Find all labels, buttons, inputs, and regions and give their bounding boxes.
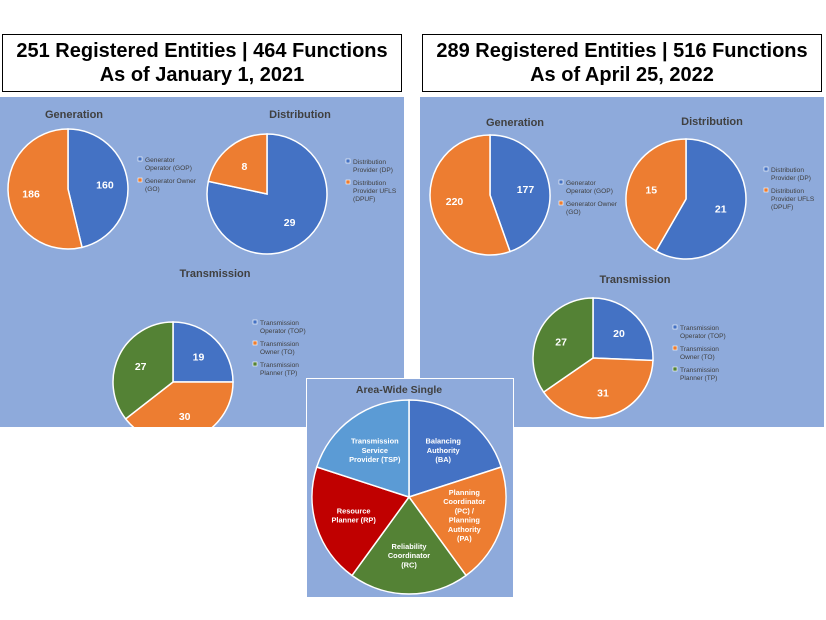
- panel-2022-charts: Generation 177 220 Generator Operator (GOP) G…: [429, 116, 815, 419]
- 2021-transmission-slice-transmission-planner-tp: [112, 321, 174, 420]
- area-wide-label-reliability-coordinator-rc: Reliability Coordinator (RC): [388, 542, 430, 569]
- 2021-transmission-legend-swatch-transmission-owner-to: [252, 340, 258, 346]
- 2021-distribution-legend-distribution-provider-ufls-dpuf: Distribution Provider UFLS (DPUF): [353, 180, 397, 203]
- 2021-generation-legend-generator-operator-gop: Generator Operator (GOP): [145, 157, 192, 172]
- 2021-distribution-label-distribution-provider-dp: 29: [284, 217, 296, 229]
- panel-2021: Generation 160 186 Generator Operator (GOP) G…: [0, 97, 404, 427]
- 2022-transmission-legend-transmission-owner-to: Transmission Owner (TO): [680, 346, 719, 361]
- header-2022: 289 Registered Entities | 516 Functions …: [422, 34, 822, 92]
- 2022-transmission-legend-transmission-planner-tp: Transmission Planner (TP): [680, 367, 719, 382]
- 2022-generation-legend-generator-operator-gop: Generator Operator (GOP): [566, 180, 613, 195]
- 2021-generation-legend-generator-owner-go: Generator Owner (GO): [145, 178, 197, 193]
- header-2022-line2: As of April 25, 2022: [530, 64, 714, 86]
- 2022-distribution-legend-distribution-provider-ufls-dpuf: Distribution Provider UFLS (DPUF): [771, 188, 815, 211]
- 2022-transmission-legend-transmission-operator-top: Transmission Operator (TOP): [680, 325, 726, 340]
- 2021-distribution-slice-distribution-provider-ufls-dpuf: [207, 133, 268, 195]
- 2021-generation-label-generator-operator-gop: 160: [96, 180, 114, 192]
- 2021-generation-legend-swatch-generator-owner-go: [137, 177, 143, 183]
- 2021-transmission-label-transmission-owner-to: 30: [179, 411, 191, 423]
- 2021-distribution-legend-swatch-distribution-provider-dp: [345, 158, 351, 164]
- 2021-distribution-legend-distribution-provider-dp: Distribution Provider (DP): [353, 159, 393, 174]
- 2021-transmission-legend-transmission-operator-top: Transmission Operator (TOP): [260, 320, 306, 335]
- 2021-transmission-label-transmission-operator-top: 19: [193, 352, 205, 364]
- panel-area-wide: Area-Wide Single Balancing Authority (BA) Pl…: [306, 378, 514, 598]
- 2021-generation-legend-swatch-generator-operator-gop: [137, 156, 143, 162]
- header-2022-line1: 289 Registered Entities | 516 Functions: [436, 40, 808, 62]
- 2022-transmission-slice-transmission-operator-top: [592, 297, 654, 362]
- 2021-generation-label-generator-owner-go: 186: [22, 188, 40, 200]
- panel-2022: Generation 177 220 Generator Operator (GOP) G…: [420, 97, 824, 427]
- 2022-generation-legend-swatch-generator-operator-gop: [558, 179, 564, 185]
- 2022-distribution-legend-distribution-provider-dp: Distribution Provider (DP): [771, 167, 811, 182]
- 2021-transmission-legend-swatch-transmission-operator-top: [252, 319, 258, 325]
- 2022-distribution-label-distribution-provider-dp: 21: [715, 203, 727, 215]
- 2021-transmission-legend-swatch-transmission-planner-tp: [252, 361, 258, 367]
- 2022-transmission-label-transmission-operator-top: 20: [613, 328, 625, 340]
- 2022-generation-legend-swatch-generator-owner-go: [558, 200, 564, 206]
- 2021-transmission-title: Transmission: [180, 268, 251, 280]
- area-wide-slice-balancing-authority-ba: [408, 399, 503, 499]
- 2022-transmission-title: Transmission: [600, 274, 671, 286]
- 2022-distribution-slice-distribution-provider-ufls-dpuf: [625, 138, 687, 252]
- 2022-transmission-slice-transmission-owner-to: [542, 357, 654, 419]
- 2022-transmission-legend-swatch-transmission-planner-tp: [672, 366, 678, 372]
- 2022-generation-slice-generator-operator-gop: [489, 134, 551, 253]
- area-wide-title: Area-Wide Single: [356, 384, 442, 396]
- 2021-distribution-label-distribution-provider-ufls-dpuf: 8: [241, 161, 247, 173]
- 2021-transmission-slice-transmission-owner-to: [124, 381, 234, 427]
- 2021-generation-slice-generator-owner-go: [7, 128, 83, 250]
- 2021-distribution-legend-swatch-distribution-provider-ufls-dpuf: [345, 179, 351, 185]
- area-wide-chart: Area-Wide Single Balancing Authority (BA) Pl…: [311, 384, 507, 595]
- header-2021-line1: 251 Registered Entities | 464 Functions: [16, 40, 388, 62]
- header-2021-line2: As of January 1, 2021: [99, 64, 305, 86]
- area-wide-slice-planning-coordinator-pc-planning-authority-pa: [407, 466, 507, 577]
- 2022-transmission-label-transmission-planner-tp: 27: [555, 336, 567, 348]
- 2022-generation-legend-generator-owner-go: Generator Owner (GO): [566, 201, 618, 216]
- 2022-transmission-legend-swatch-transmission-operator-top: [672, 324, 678, 330]
- 2021-transmission-slice-transmission-operator-top: [172, 321, 234, 383]
- 2021-transmission-legend-transmission-planner-tp: Transmission Planner (TP): [260, 362, 299, 377]
- 2021-distribution-title: Distribution: [269, 109, 331, 121]
- 2022-generation-slice-generator-owner-go: [429, 134, 511, 256]
- area-wide-label-balancing-authority-ba: Balancing Authority (BA): [426, 437, 462, 464]
- 2021-generation-title: Generation: [45, 109, 103, 121]
- area-wide-slice-resource-planner-rp: [311, 466, 411, 577]
- 2022-distribution-slice-distribution-provider-dp: [654, 138, 747, 260]
- 2021-transmission-legend-transmission-owner-to: Transmission Owner (TO): [260, 341, 299, 356]
- 2021-generation-slice-generator-operator-gop: [67, 128, 129, 249]
- 2022-transmission-label-transmission-owner-to: 31: [597, 388, 609, 400]
- 2022-generation-title: Generation: [486, 117, 544, 129]
- 2022-distribution-legend-swatch-distribution-provider-dp: [763, 166, 769, 172]
- area-wide-slice-transmission-service-provider-tsp: [315, 399, 410, 499]
- area-wide-slice-reliability-coordinator-rc: [350, 495, 468, 595]
- panel-2021-charts: Generation 160 186 Generator Operator (GOP) G…: [7, 109, 397, 427]
- header-2021: 251 Registered Entities | 464 Functions …: [2, 34, 402, 92]
- 2022-transmission-legend-swatch-transmission-owner-to: [672, 345, 678, 351]
- 2022-distribution-title: Distribution: [681, 116, 743, 128]
- 2022-transmission-slice-transmission-planner-tp: [532, 297, 594, 394]
- area-wide-label-planning-coordinator-pc-planning-authority-pa: Planning Coordinator (PC) / Planning Authori…: [443, 488, 485, 543]
- 2022-distribution-legend-swatch-distribution-provider-ufls-dpuf: [763, 187, 769, 193]
- 2021-transmission-label-transmission-planner-tp: 27: [135, 361, 147, 373]
- area-wide-label-transmission-service-provider-tsp: Transmission Service Provider (TSP): [349, 437, 401, 464]
- 2022-generation-label-generator-operator-gop: 177: [517, 184, 535, 196]
- 2022-distribution-label-distribution-provider-ufls-dpuf: 15: [645, 185, 657, 197]
- 2021-distribution-slice-distribution-provider-dp: [206, 133, 328, 255]
- area-wide-label-resource-planner-rp: Resource Planner (RP): [331, 506, 376, 524]
- 2022-generation-label-generator-owner-go: 220: [446, 196, 464, 208]
